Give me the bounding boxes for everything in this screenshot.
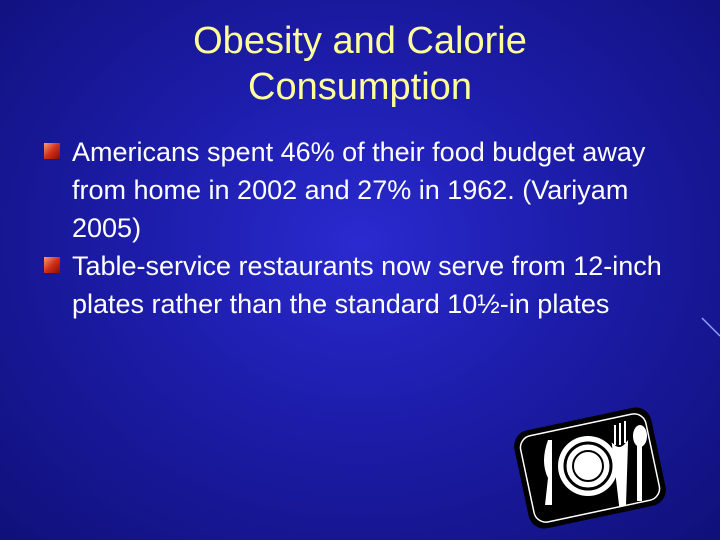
- slide-title: Obesity and Calorie Consumption: [193, 20, 527, 108]
- bullet: Americans spent 46% of their food budget…: [44, 133, 694, 247]
- bullet-marker: [44, 257, 60, 273]
- bullet-text: Americans spent 46% of their food budget…: [72, 137, 646, 243]
- bullet: Table-service restaurants now serve from…: [44, 247, 694, 323]
- dinner-clipart: [514, 407, 666, 529]
- accent-line: [701, 317, 720, 337]
- bullet-list: Americans spent 46% of their food budget…: [44, 133, 694, 323]
- bullet-text: Table-service restaurants now serve from…: [72, 251, 662, 319]
- bullet-marker: [44, 143, 60, 159]
